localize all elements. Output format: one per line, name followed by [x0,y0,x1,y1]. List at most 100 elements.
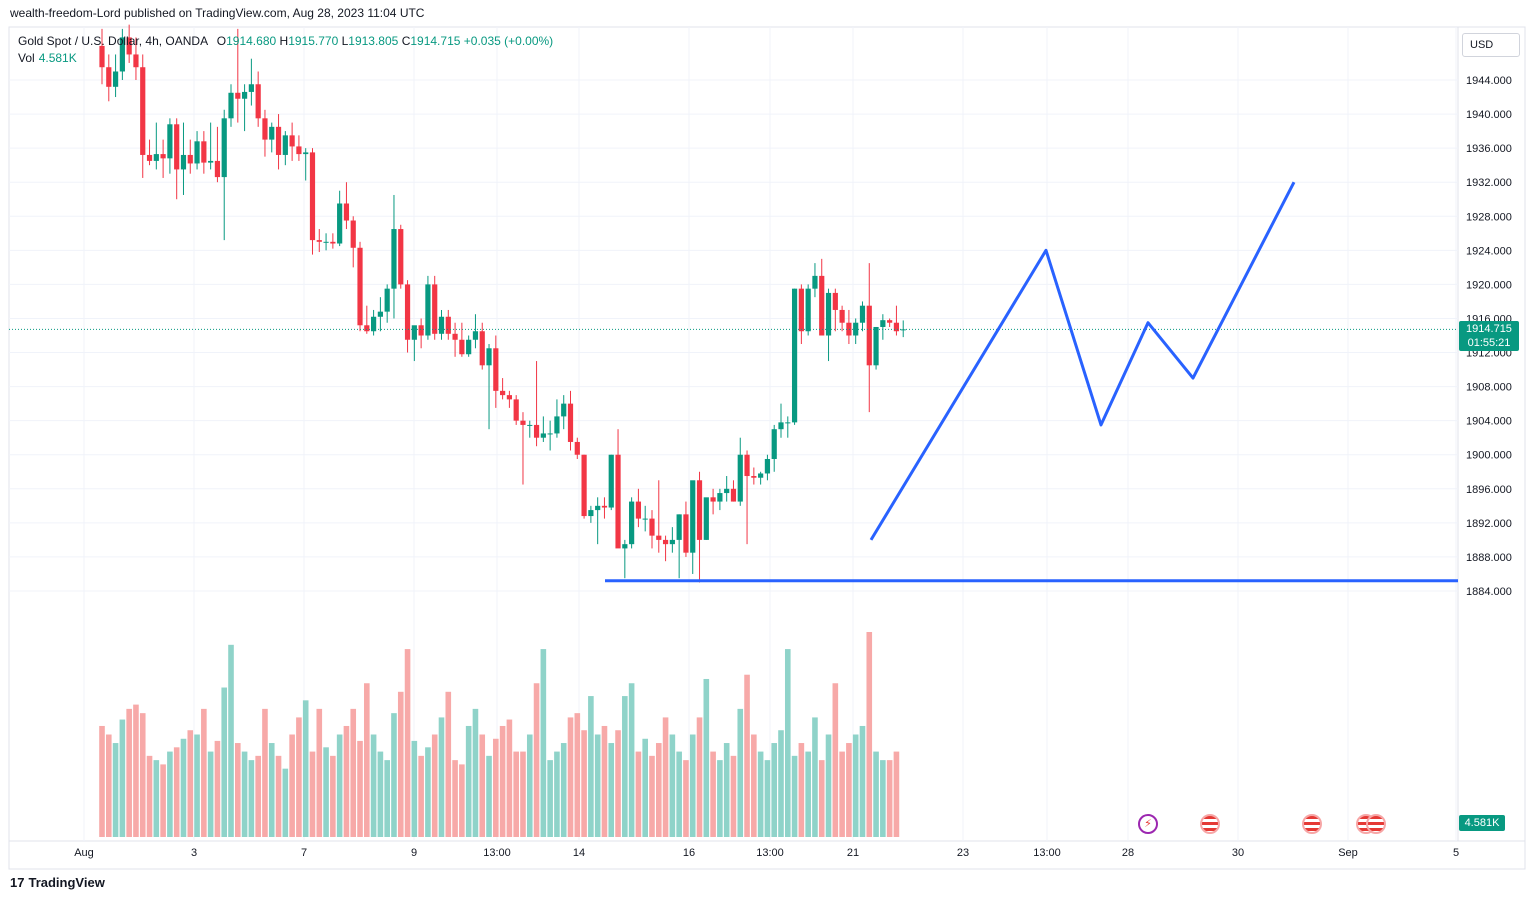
candle[interactable] [703,497,709,540]
candle[interactable] [751,467,757,485]
candle[interactable] [275,114,282,170]
candle[interactable] [839,305,845,332]
candle[interactable] [493,335,499,408]
candle[interactable] [574,437,580,459]
candle[interactable] [737,437,743,506]
candle[interactable] [445,309,451,340]
candle[interactable] [771,424,777,472]
candle[interactable] [194,131,200,170]
candle[interactable] [527,420,533,438]
candle[interactable] [316,229,322,253]
candle[interactable] [601,497,608,519]
usa-flag-icon[interactable] [1200,814,1220,834]
candle[interactable] [486,344,492,430]
candle[interactable] [791,288,798,425]
candle[interactable] [629,497,635,549]
volume-label[interactable]: Vol [18,51,35,65]
candle[interactable] [459,322,465,357]
candle[interactable] [248,58,254,106]
candle[interactable] [690,480,696,574]
candle[interactable] [656,480,662,553]
candle[interactable] [187,139,193,174]
candle[interactable] [201,131,207,174]
candle[interactable] [255,71,261,127]
candle[interactable] [269,122,275,153]
candle[interactable] [649,510,655,549]
candle[interactable] [282,131,288,166]
candle[interactable] [228,84,234,127]
candle[interactable] [112,54,119,98]
candle[interactable] [235,28,241,123]
candle[interactable] [662,535,669,562]
candle[interactable] [819,258,825,336]
candle[interactable] [391,194,397,319]
candle[interactable] [805,284,811,336]
lightning-icon[interactable]: ⚡ [1138,814,1158,834]
candle[interactable] [289,122,295,161]
currency-button[interactable]: USD [1462,33,1520,57]
candle[interactable] [635,488,642,528]
candle[interactable] [554,399,560,438]
candle[interactable] [764,454,771,481]
candle[interactable] [174,118,180,200]
candle[interactable] [540,416,546,442]
symbol-title[interactable]: Gold Spot / U.S. Dollar, 4h, OANDA [18,34,208,48]
candle[interactable] [853,318,859,345]
candle[interactable] [710,488,716,515]
candle[interactable] [153,122,159,170]
candle[interactable] [119,28,125,80]
candle[interactable] [798,284,804,345]
projected-zigzag-path[interactable] [869,181,1296,541]
candle[interactable] [296,135,302,161]
candle[interactable] [343,182,350,230]
usa-flag-icon[interactable] [1302,814,1322,834]
candle[interactable] [500,378,506,400]
candle[interactable] [214,126,221,183]
candle[interactable] [812,263,818,298]
usa-flag-icon[interactable] [1366,814,1386,834]
candle[interactable] [887,318,893,327]
candle[interactable] [133,37,139,80]
candle[interactable] [99,28,105,85]
candle[interactable] [513,395,519,425]
candlestick-series[interactable] [99,24,906,583]
candle[interactable] [785,416,791,438]
candle[interactable] [758,471,764,485]
candle[interactable] [880,314,886,340]
candle[interactable] [303,148,309,181]
candle[interactable] [588,505,594,523]
candle[interactable] [309,148,316,255]
candle[interactable] [350,216,356,268]
candle[interactable] [432,275,438,340]
candle[interactable] [696,471,703,583]
candle[interactable] [744,450,750,545]
candle[interactable] [160,139,166,178]
candle[interactable] [717,488,723,511]
candle[interactable] [533,361,540,447]
candle[interactable] [167,118,173,174]
candle[interactable] [323,233,329,251]
candle[interactable] [615,429,621,549]
candle[interactable] [180,122,187,195]
candle[interactable] [900,320,906,338]
candle[interactable] [893,305,900,336]
candle[interactable] [873,326,879,370]
candle[interactable] [520,412,526,485]
candle[interactable] [466,335,472,357]
candle[interactable] [418,318,424,349]
candle[interactable] [425,275,431,340]
candle[interactable] [371,309,377,336]
candle[interactable] [866,263,872,413]
candle[interactable] [622,539,628,579]
candle[interactable] [724,476,730,502]
candle[interactable] [547,420,553,451]
candle[interactable] [832,288,838,332]
candle[interactable] [608,454,614,511]
candle[interactable] [567,390,574,451]
candle[interactable] [330,233,336,249]
candle[interactable] [377,297,383,332]
candle[interactable] [241,84,248,132]
candle[interactable] [398,224,404,289]
candle[interactable] [221,109,227,241]
